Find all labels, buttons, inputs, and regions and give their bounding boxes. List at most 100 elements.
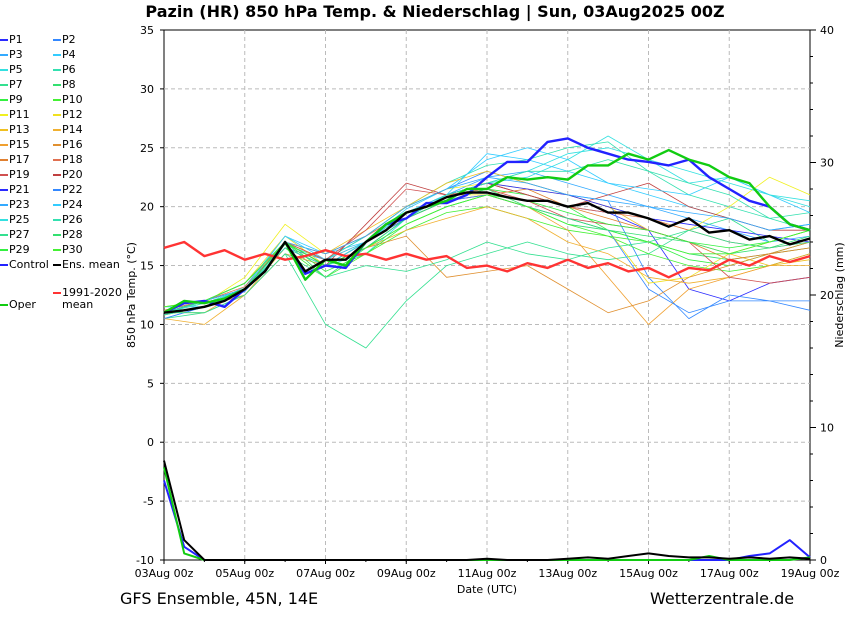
legend-label: Oper [9,298,36,311]
member-line-p24 [163,153,811,314]
source-label: Wetterzentrale.de [650,589,795,608]
legend-swatch [53,99,61,101]
legend-swatch [53,39,61,41]
legend-item-p1: P1 [0,33,23,47]
legend-item-p13: P13 [0,123,30,137]
legend-label: P30 [62,243,83,256]
y2-tick-label: 20 [820,289,834,302]
legend-label: P20 [62,168,83,181]
legend-item-p19: P19 [0,168,30,182]
legend-item-p22: P22 [53,183,83,197]
legend-swatch [53,174,61,176]
legend-swatch [0,264,8,266]
legend-label: P28 [62,228,83,241]
legend-item-p10: P10 [53,93,83,107]
legend-swatch [0,99,8,101]
legend-swatch [0,54,8,56]
y-tick-label: 10 [140,318,154,331]
x-tick-label: 09Aug 00z [377,567,436,580]
y-tick-label: -5 [143,495,154,508]
legend-swatch [0,174,8,176]
legend-label: P19 [9,168,30,181]
legend-swatch [53,264,61,266]
legend-swatch [0,204,8,206]
y-axis-label: 850 hPa Temp. (°C) [125,242,138,348]
legend-item-p6: P6 [53,63,76,77]
legend-swatch [0,114,8,116]
legend-item-p12: P12 [53,108,83,122]
legend-label: 1991-2020 [62,286,122,299]
legend-label: P10 [62,93,83,106]
x-tick-label: 13Aug 00z [538,567,597,580]
legend-swatch [0,39,8,41]
legend-label: P25 [9,213,30,226]
legend-label: P13 [9,123,30,136]
legend-label: Control [9,258,49,271]
legend-swatch [0,249,8,251]
legend-label: P14 [62,123,83,136]
legend-swatch [53,69,61,71]
y-tick-label: 25 [140,142,154,155]
legend-swatch [53,292,61,294]
legend-swatch [53,159,61,161]
legend-swatch [0,84,8,86]
y-tick-label: 20 [140,201,154,214]
legend-item-p20: P20 [53,168,83,182]
member-line-p27 [164,229,811,314]
legend-item-p26: P26 [53,213,83,227]
legend-label-line2: mean [62,298,94,311]
legend-label: P27 [9,228,30,241]
legend-item-p25: P25 [0,213,30,227]
y-tick-label: 35 [140,24,154,37]
legend-swatch [53,144,61,146]
legend-label: Ens. mean [62,258,120,271]
legend-item-ens-mean: Ens. mean [53,258,120,272]
x-tick-label: 07Aug 00z [296,567,355,580]
legend-label: P8 [62,78,76,91]
legend-item-p7: P7 [0,78,23,92]
legend-label: P5 [9,63,23,76]
y2-tick-label: 10 [820,422,834,435]
legend-swatch [0,144,8,146]
legend-label: P21 [9,183,30,196]
y-tick-label: 30 [140,83,154,96]
y-tick-label: 15 [140,260,154,273]
legend-swatch [0,129,8,131]
legend-item-p9: P9 [0,93,23,107]
legend-swatch [53,234,61,236]
legend-label: P29 [9,243,30,256]
legend-label: P9 [9,93,23,106]
legend-label: P15 [9,138,30,151]
legend-label: P6 [62,63,76,76]
legend-swatch [53,204,61,206]
legend-item-p15: P15 [0,138,30,152]
legend-swatch [0,189,8,191]
legend-label: P17 [9,153,30,166]
legend-item-1991-2020: 1991-2020 mean [53,286,122,310]
legend-label: P12 [62,108,83,121]
legend-item-p23: P23 [0,198,30,212]
legend-item-control: Control [0,258,49,272]
legend-swatch [53,114,61,116]
y2-tick-label: 40 [820,24,834,37]
legend-label: P11 [9,108,30,121]
x-axis-label: Date (UTC) [457,583,517,596]
legend-label: P1 [9,33,23,46]
legend-item-p27: P27 [0,228,30,242]
y-tick-label: 5 [147,377,154,390]
y2-axis-label: Niederschlag (mm) [833,242,846,347]
legend-item-p17: P17 [0,153,30,167]
legend-swatch [53,84,61,86]
legend-item-p24: P24 [53,198,83,212]
legend-item-p11: P11 [0,108,30,122]
x-tick-label: 19Aug 00z [781,567,840,580]
legend-item-oper: Oper [0,298,36,312]
precip-line-ens-mean [163,460,811,561]
legend-item-p29: P29 [0,243,30,257]
x-tick-label: 17Aug 00z [700,567,759,580]
legend-item-p8: P8 [53,78,76,92]
y-tick-label: 0 [147,436,154,449]
x-tick-label: 03Aug 00z [135,567,194,580]
legend-label: P24 [62,198,83,211]
